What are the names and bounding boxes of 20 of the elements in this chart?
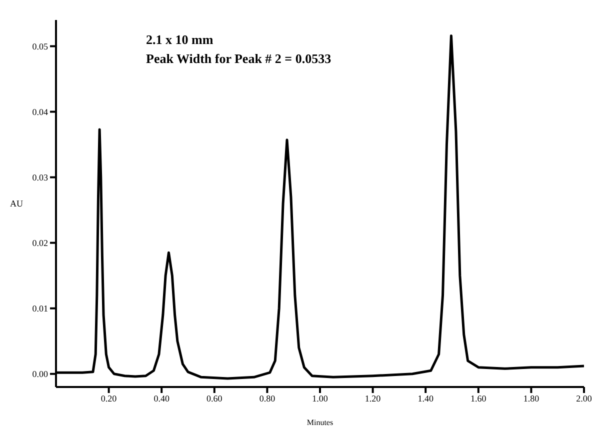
y-axis-title: AU: [10, 198, 24, 209]
annotation: Peak Width for Peak # 2 = 0.0533: [146, 50, 332, 68]
x-tick-label: 0.60: [206, 393, 223, 404]
x-tick-label: 1.00: [312, 393, 328, 404]
y-tick-label: 0.03: [32, 172, 48, 182]
x-tick-label: 0.40: [154, 393, 170, 404]
x-tick-label: 0.80: [259, 393, 276, 404]
annotation: 2.1 x 10 mm: [146, 31, 214, 49]
x-tick-label: 1.80: [523, 393, 540, 404]
x-tick-label: 1.40: [418, 393, 434, 404]
y-tick-label: 0.04: [32, 106, 48, 117]
x-tick-label: 2.00: [576, 393, 592, 404]
y-tick-label: 0.00: [32, 369, 48, 380]
x-tick-label: 0.20: [100, 393, 118, 404]
y-tick-label: 0.05: [32, 41, 48, 52]
x-tick-label: 1.20: [364, 393, 382, 404]
y-tick-label: 0.01: [32, 304, 48, 314]
y-tick-label: 0.02: [32, 238, 48, 248]
x-tick-label: 1.60: [470, 393, 487, 404]
x-axis-title: Minutes: [306, 418, 334, 427]
